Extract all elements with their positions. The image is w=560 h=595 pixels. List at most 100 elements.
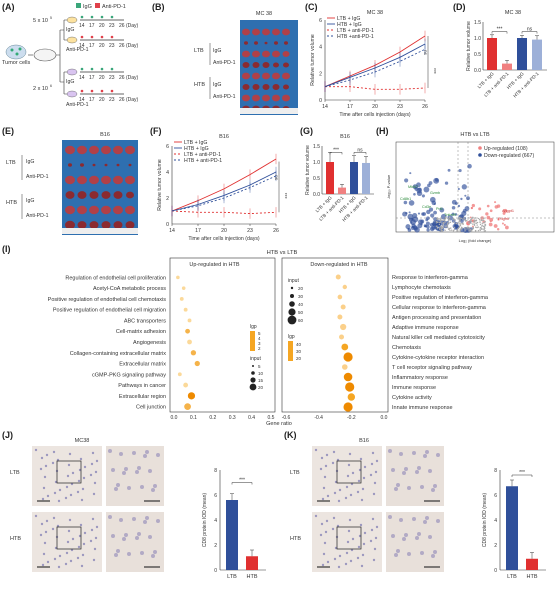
tumor-image — [272, 84, 280, 90]
ns-point — [435, 220, 438, 223]
lgp-tick: 3 — [258, 341, 261, 346]
ns-point — [436, 217, 439, 219]
up-point — [485, 212, 489, 216]
tumor-image — [126, 191, 134, 199]
panel-label-h: (H) — [376, 126, 389, 136]
tumor-image — [77, 191, 87, 199]
sig-label: *** — [281, 193, 287, 199]
ns-point — [470, 222, 472, 224]
ns-point — [468, 222, 470, 224]
ns-point — [464, 227, 466, 230]
ns-point — [462, 217, 465, 219]
y-tick-label: 0 — [166, 222, 169, 228]
chart-title: B16 — [340, 134, 350, 140]
timeline-3 — [80, 67, 124, 73]
down-point — [429, 207, 434, 212]
down-point — [408, 200, 415, 206]
ns-point — [474, 217, 476, 219]
sig-bracket — [511, 474, 533, 477]
down-point — [457, 187, 460, 191]
tumor-image — [262, 84, 270, 90]
svg-text:26: 26 — [119, 75, 125, 81]
up-dot — [181, 286, 186, 290]
input-legend-dot — [288, 308, 296, 316]
ns-point — [446, 223, 449, 225]
tumor-image — [252, 28, 260, 36]
sig-bracket — [329, 152, 343, 155]
ns-point — [473, 223, 476, 225]
ns-point — [440, 229, 442, 231]
tumor-image — [113, 145, 123, 155]
ns-point — [448, 216, 451, 218]
ruler — [62, 228, 138, 234]
down-point — [412, 225, 418, 230]
y-tick-label: 0 — [214, 568, 217, 574]
ns-point — [436, 218, 438, 220]
svg-text:26: 26 — [119, 97, 125, 103]
chart-title: B16 — [219, 134, 229, 140]
x-tick-label: -0.2 — [347, 415, 356, 421]
down-dot — [343, 402, 353, 412]
x-axis-label: Log₂ (fold change) — [459, 238, 492, 243]
tumor-image — [272, 72, 280, 80]
up-dot — [190, 350, 197, 356]
x-tick-label: 0.0 — [171, 415, 178, 421]
y-axis-label: -log₁₀ P-value — [386, 174, 391, 199]
sig-bracket — [231, 482, 253, 485]
igg-legend-marker — [76, 3, 81, 8]
ns-point — [475, 226, 477, 228]
up-dot — [187, 392, 196, 400]
ns-point — [472, 227, 474, 230]
day-labels: 14 17 20 23 26 14 17 20 23 26 14 17 20 23 26 14 17 20 2… — [79, 23, 139, 103]
panel-f-line-chart: B16 14 17 20 23 26 0 2 4 6 Time after cells inject… — [157, 134, 287, 242]
lgp-tick: 5 — [258, 331, 261, 336]
svg-text:Anti-PD-1: Anti-PD-1 — [66, 47, 89, 53]
ns-point — [436, 227, 439, 229]
legend-swatch — [478, 146, 482, 150]
panel-title: B16 — [359, 438, 369, 444]
x-tick-label: 20 — [221, 228, 227, 234]
sig-bracket — [491, 31, 508, 34]
panel-e-title: B16 — [100, 132, 110, 138]
up-point — [501, 222, 504, 225]
down-point — [404, 178, 409, 183]
y-tick-label: 2 — [319, 71, 322, 77]
down-dot — [347, 393, 356, 401]
svg-text:26: 26 — [119, 23, 125, 29]
ns-point — [482, 225, 485, 228]
tumor-image — [282, 51, 290, 57]
tumor-image — [128, 163, 132, 167]
up-term-label: Cell-matrix adhesion — [116, 329, 166, 335]
ns-point — [448, 219, 451, 221]
panel-k-ihc: B16 LTB HTB 0 2 4 6 8 CD8 protein IOD (mean) LTB H… — [290, 438, 546, 580]
tumor-image — [89, 175, 99, 185]
down-term-label: Innate immune response — [392, 405, 453, 411]
tumor-image — [242, 62, 250, 68]
ns-point — [459, 230, 461, 232]
tumor-image — [254, 41, 258, 45]
ns-point — [447, 217, 449, 219]
down-term-label: Natural killer cell mediated cytotoxicit… — [392, 335, 485, 341]
y-axis-label: CD8 protein IOD (mean) — [482, 493, 488, 548]
ns-point — [477, 226, 479, 228]
ns-point — [483, 226, 486, 229]
lgp-tick: 20 — [296, 356, 302, 361]
down-point — [418, 187, 422, 192]
up-dot — [177, 372, 182, 377]
panel-label-e: (E) — [2, 126, 14, 136]
y-tick-label: 1.0 — [474, 36, 481, 42]
ns-point — [479, 223, 482, 226]
panel-label-f: (F) — [150, 126, 162, 136]
panel-label-k: (K) — [284, 430, 297, 440]
tumor-image — [89, 191, 99, 199]
x-tick-label: HTB — [247, 574, 258, 580]
panel-label-c: (C) — [305, 2, 318, 12]
down-term-label: Cellular response to interferon-gamma — [392, 305, 487, 311]
tumor-image — [262, 94, 270, 102]
ns-point — [459, 225, 461, 227]
ns-point — [477, 217, 480, 220]
ns-point — [449, 221, 452, 224]
legend-igg-text: IgG — [83, 4, 92, 10]
gene-label: Prf1 — [436, 207, 443, 211]
